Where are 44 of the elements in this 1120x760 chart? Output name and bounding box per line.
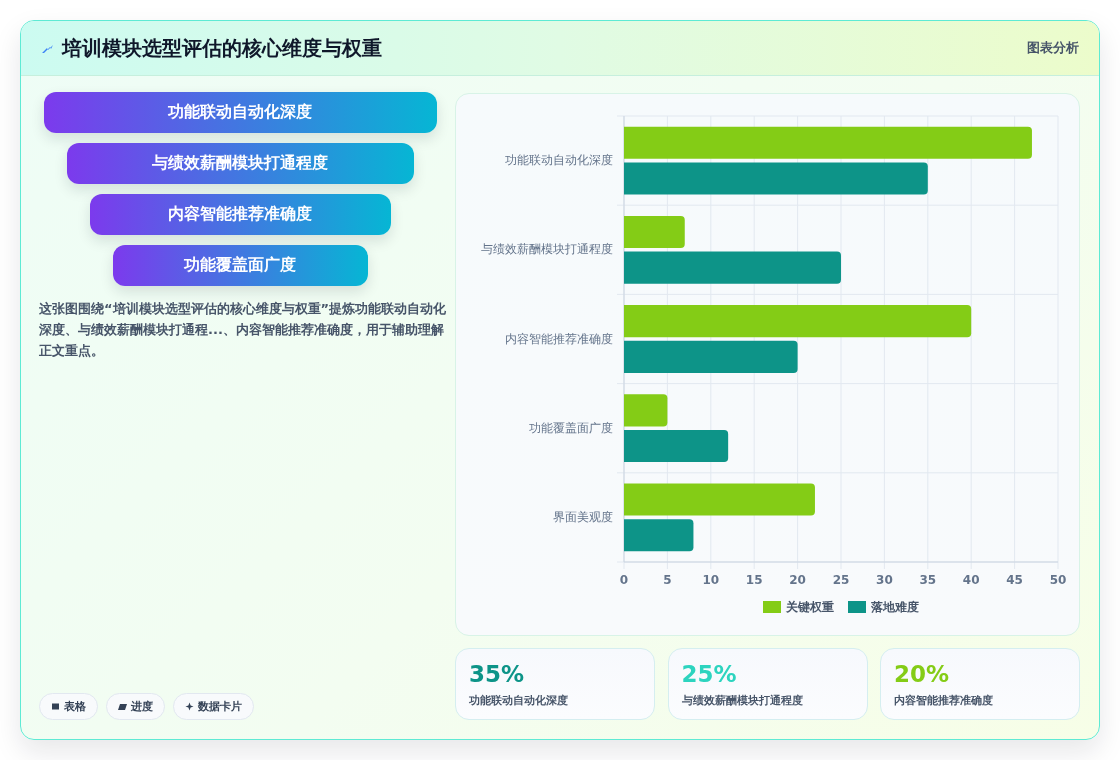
text: 数据卡片 <box>198 699 242 714</box>
y-tick-label: 功能覆盖面广度 <box>529 420 613 435</box>
bar <box>624 340 798 373</box>
category-label: 功能覆盖面广度 <box>184 255 296 276</box>
text: 25% <box>681 660 737 689</box>
category-label: 内容智能推荐准确度 <box>168 204 312 225</box>
bar <box>624 394 668 427</box>
text: 培训模块选型评估的核心维度与权重 <box>62 35 382 62</box>
y-tick-label: 内容智能推荐准确度 <box>505 331 613 346</box>
y-tick-label: 界面美观度 <box>553 509 613 524</box>
bar <box>624 251 841 284</box>
x-tick-label: 45 <box>1006 572 1023 587</box>
x-tick-label: 50 <box>1049 572 1067 587</box>
x-tick-label: 10 <box>702 572 720 587</box>
text: 表格 <box>64 699 86 714</box>
category-label: 与绩效薪酬模块打通程度 <box>681 693 803 709</box>
x-tick-label: 0 <box>619 572 629 587</box>
bar <box>624 483 815 516</box>
legend-label: 关键权重 <box>785 599 834 614</box>
x-tick-label: 35 <box>919 572 937 587</box>
text: 进度 <box>131 699 153 714</box>
y-tick-label: 功能联动自动化深度 <box>505 153 613 168</box>
x-tick-label: 25 <box>832 572 850 587</box>
x-tick-label: 15 <box>745 572 763 587</box>
category-label: 功能联动自动化深度 <box>168 102 312 123</box>
category-label: 功能联动自动化深度 <box>469 693 568 709</box>
category-label: 与绩效薪酬模块打通程度 <box>152 153 328 174</box>
bar <box>624 215 685 249</box>
text: 这张图围绕“培训模块选型评估的核心维度与权重”提炼功能联动自动化深度、与绩效薪酬模块打通程...、内容智能推荐准确度，用于辅助理解正文重点。 <box>39 300 448 360</box>
y-tick-label: 与绩效薪酬模块打通程度 <box>481 242 613 257</box>
text: 35% <box>469 660 525 689</box>
x-tick-label: 30 <box>876 572 893 587</box>
text: 20% <box>894 660 950 689</box>
legend-label: 落地难度 <box>870 599 919 614</box>
text: 图表分析 <box>1027 39 1079 57</box>
bar <box>624 162 928 195</box>
x-tick-label: 5 <box>663 572 672 587</box>
bar <box>624 519 694 552</box>
bar <box>624 429 729 463</box>
bar <box>624 305 972 338</box>
x-tick-label: 20 <box>789 572 806 587</box>
bar <box>624 126 1032 159</box>
category-label: 内容智能推荐准确度 <box>894 693 993 709</box>
x-tick-label: 40 <box>962 572 980 587</box>
